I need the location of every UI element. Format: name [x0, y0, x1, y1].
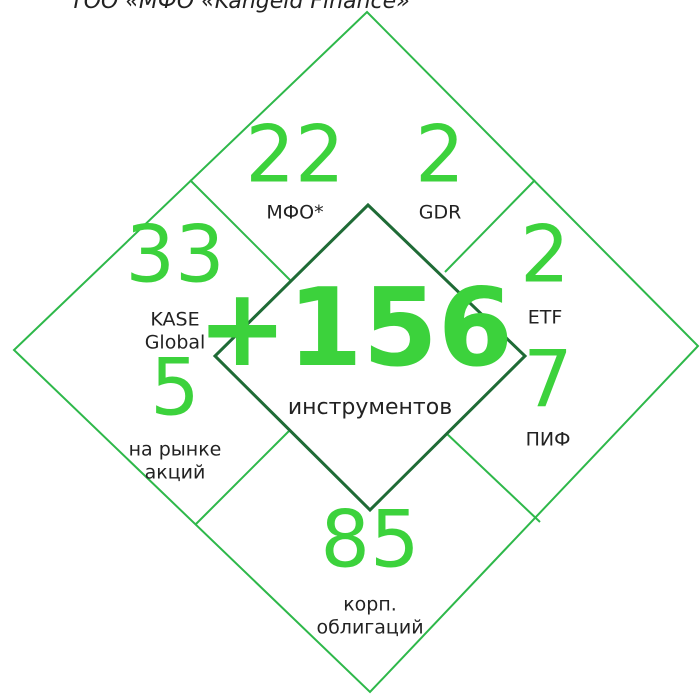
- outer-diamond: [12, 10, 700, 694]
- item-label: МФО*: [266, 202, 323, 224]
- item-value: 33: [125, 210, 224, 300]
- center-value: +156: [197, 266, 513, 391]
- item-label: KASE: [150, 309, 199, 331]
- item-label: на рынке: [129, 439, 222, 461]
- item-label: GDR: [419, 202, 462, 224]
- item-value: 5: [150, 343, 200, 433]
- divider: [444, 179, 536, 273]
- item-label: корп.: [343, 594, 397, 616]
- item-value: 7: [523, 335, 573, 425]
- item-value: 22: [245, 110, 344, 200]
- divider: [194, 429, 291, 526]
- item-value: 2: [415, 110, 465, 200]
- item-label: Global: [145, 332, 206, 354]
- item-label: ETF: [528, 307, 563, 329]
- inner-diamond: [212, 202, 528, 513]
- divider: [189, 179, 291, 281]
- item-label: облигаций: [316, 617, 423, 639]
- item-value: 2: [520, 210, 570, 300]
- item-label: акций: [145, 462, 206, 484]
- header-title: ТОО «МФО «Kangeld Finance»: [70, 0, 409, 14]
- item-label: ПИФ: [526, 429, 571, 451]
- item-value: 85: [320, 495, 419, 585]
- divider: [444, 431, 541, 523]
- center-label: инструментов: [288, 395, 452, 420]
